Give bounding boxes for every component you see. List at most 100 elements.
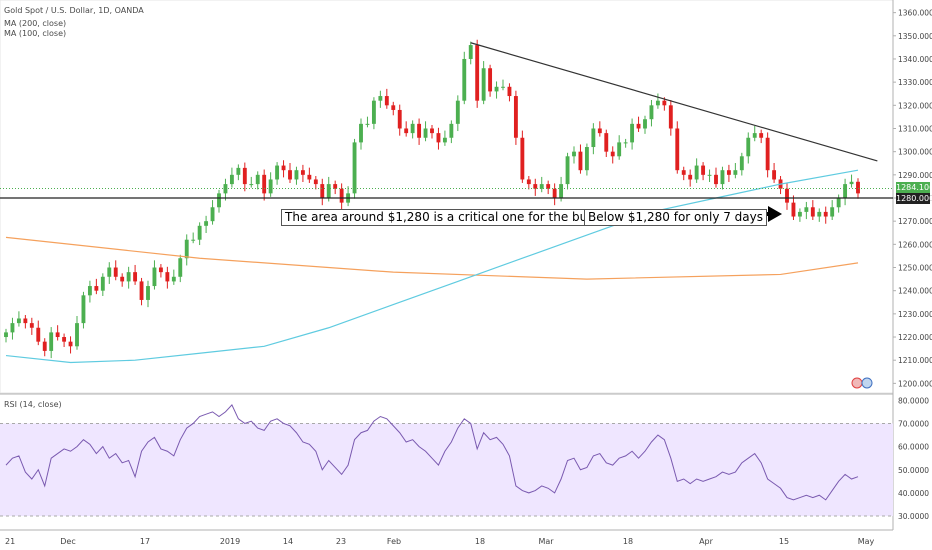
candle xyxy=(146,280,150,308)
candle xyxy=(294,166,299,185)
time-axis-labels: 21 Dec 17 2019 14 23 Feb 18 Mar 18 Apr 15 May xyxy=(5,537,875,546)
rsi-tick-label: 40.0000 xyxy=(898,489,929,498)
candle xyxy=(430,125,434,139)
candle xyxy=(423,121,428,142)
rsi-tick-label: 50.0000 xyxy=(898,466,929,475)
resistance-trendline[interactable] xyxy=(470,42,878,162)
candle xyxy=(255,171,260,190)
candle xyxy=(346,186,351,207)
candle xyxy=(804,201,809,220)
price-tick-label: 1210.000 xyxy=(898,356,932,365)
candle xyxy=(242,162,247,192)
candle xyxy=(694,158,699,183)
time-tick-label: 18 xyxy=(475,537,485,546)
candle xyxy=(75,315,79,350)
time-tick-label: 21 xyxy=(5,537,15,546)
price-tick-label: 1320.000 xyxy=(898,101,932,110)
candle xyxy=(36,320,41,346)
rsi-tick-label: 30.0000 xyxy=(898,512,929,521)
candle xyxy=(520,130,525,183)
candle xyxy=(313,175,318,190)
candle xyxy=(229,167,234,188)
candle xyxy=(513,90,518,145)
price-tick-label: 1200.000 xyxy=(898,379,932,388)
time-tick-label: May xyxy=(858,537,875,546)
candle xyxy=(4,328,8,343)
price-tick-label: 1230.000 xyxy=(898,310,932,319)
candle xyxy=(836,194,841,213)
below-level-annotation: Below $1,280 for only 7 days xyxy=(584,209,768,226)
critical-area-annotation: The area around $1,280 is a critical one… xyxy=(281,209,605,226)
candle xyxy=(823,206,828,224)
economic-events-icon[interactable] xyxy=(851,377,873,389)
candle xyxy=(139,277,144,306)
candle xyxy=(16,311,21,327)
candle xyxy=(630,118,635,150)
candle xyxy=(688,169,693,187)
candle xyxy=(49,327,54,359)
price-tick-label: 1310.000 xyxy=(898,124,932,133)
candle xyxy=(572,146,576,164)
candle xyxy=(507,83,512,102)
time-tick-label: 23 xyxy=(336,537,346,546)
candle xyxy=(10,317,15,340)
candle xyxy=(643,115,647,134)
candle xyxy=(326,176,331,202)
ma200-legend: MA (200, close) xyxy=(4,19,67,28)
candle xyxy=(158,264,163,278)
candle xyxy=(675,121,680,174)
candle xyxy=(462,51,467,105)
candle xyxy=(552,183,557,206)
price-tick-label: 1340.000 xyxy=(898,55,932,64)
rsi-tick-label: 80.0000 xyxy=(898,396,929,405)
candle xyxy=(113,260,118,281)
candle xyxy=(417,118,422,145)
candle xyxy=(191,232,196,244)
time-tick-label: Feb xyxy=(387,537,401,546)
candle xyxy=(720,166,725,190)
candle xyxy=(133,264,138,285)
candle xyxy=(701,162,706,181)
candle xyxy=(830,200,835,221)
candle xyxy=(591,123,596,155)
candle xyxy=(333,180,338,195)
rsi-legend: RSI (14, close) xyxy=(4,400,62,409)
candle xyxy=(765,132,770,178)
candle xyxy=(371,97,376,130)
instrument-legend: Gold Spot / U.S. Dollar, 1D, OANDA xyxy=(4,6,144,15)
candle xyxy=(655,93,660,109)
candle xyxy=(262,169,267,201)
time-tick-label: Mar xyxy=(538,537,554,546)
candle xyxy=(772,163,777,183)
candle xyxy=(668,99,673,136)
candle xyxy=(62,333,67,347)
candle xyxy=(843,178,848,206)
candle xyxy=(623,138,628,148)
price-tick-label: 1300.000 xyxy=(898,148,932,157)
candle xyxy=(197,222,202,246)
candle xyxy=(604,129,609,157)
candle xyxy=(107,262,112,284)
candle xyxy=(475,39,480,108)
candle xyxy=(126,266,131,289)
price-tick-label: 1330.000 xyxy=(898,78,932,87)
price-tick-label: 1350.000 xyxy=(898,32,932,41)
candle xyxy=(726,164,731,183)
candle xyxy=(23,315,28,329)
candle xyxy=(391,101,396,116)
last-price-tag: 1284.106 xyxy=(896,182,932,194)
price-tick-label: 1260.000 xyxy=(898,240,932,249)
candle xyxy=(223,178,228,201)
candle xyxy=(494,81,499,99)
candle xyxy=(236,164,241,181)
price-tick-label: 1290.000 xyxy=(898,171,932,180)
candle xyxy=(501,79,505,91)
candle xyxy=(81,291,86,329)
candle xyxy=(468,41,473,65)
candle xyxy=(171,269,176,285)
rsi-tick-label: 60.0000 xyxy=(898,443,929,452)
time-tick-label: 18 xyxy=(623,537,633,546)
candle xyxy=(100,273,105,297)
candle xyxy=(797,208,802,222)
